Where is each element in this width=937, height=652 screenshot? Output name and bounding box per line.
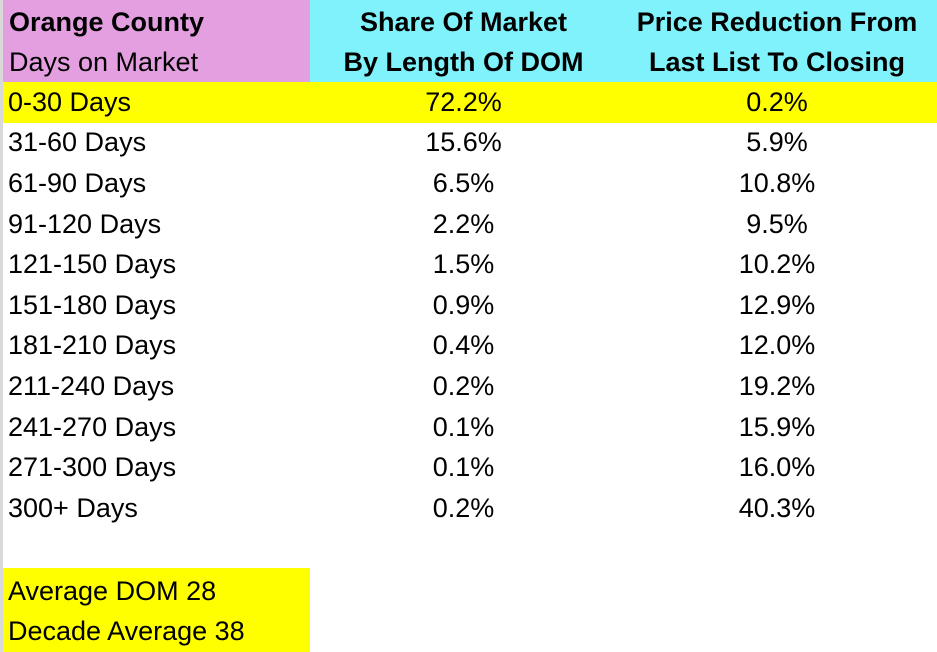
header-price-cell[interactable]: Price Reduction From Last List To Closin…: [617, 0, 937, 82]
decade-average-text: Decade Average 38: [8, 616, 245, 646]
summary-cell[interactable]: Average DOM 28 Decade Average 38: [3, 568, 310, 652]
header-days-cell[interactable]: Orange County Days on Market: [3, 0, 310, 82]
price-reduction-cell: 0.2%: [746, 86, 808, 117]
table-row[interactable]: 151-180 Days 0.9% 12.9%: [3, 285, 937, 326]
days-cell: 151-180 Days: [8, 289, 177, 320]
days-cell: 181-210 Days: [8, 330, 177, 361]
days-cell: 91-120 Days: [8, 208, 162, 239]
share-cell: 0.9%: [432, 289, 495, 320]
days-cell: 241-270 Days: [8, 411, 177, 442]
share-cell: 1.5%: [432, 249, 495, 280]
price-reduction-cell: 12.9%: [738, 289, 816, 320]
days-on-market-label: Days on Market: [9, 47, 199, 77]
share-cell: 0.2%: [432, 492, 495, 523]
share-header-line2: By Length Of DOM: [343, 47, 584, 77]
price-reduction-cell: 16.0%: [738, 452, 816, 483]
table-row[interactable]: 211-240 Days 0.2% 19.2%: [3, 366, 937, 407]
price-reduction-cell: 9.5%: [746, 208, 808, 239]
share-cell: 0.1%: [432, 411, 495, 442]
table-row[interactable]: 300+ Days 0.2% 40.3%: [3, 488, 937, 529]
price-header-line2: Last List To Closing: [649, 47, 905, 77]
share-cell: 6.5%: [432, 167, 495, 198]
days-cell: 121-150 Days: [8, 249, 177, 280]
table-row[interactable]: 241-270 Days 0.1% 15.9%: [3, 407, 937, 448]
price-reduction-cell: 12.0%: [738, 330, 816, 361]
price-header-line1: Price Reduction From: [636, 7, 918, 37]
share-cell: 72.2%: [425, 86, 502, 117]
price-reduction-cell: 15.9%: [738, 411, 816, 442]
price-reduction-cell: 5.9%: [746, 127, 808, 158]
share-cell: 0.2%: [432, 370, 495, 401]
share-cell: 2.2%: [432, 208, 495, 239]
share-header-line1: Share Of Market: [359, 7, 568, 37]
price-reduction-cell: 40.3%: [738, 492, 816, 523]
price-reduction-cell: 10.8%: [738, 167, 816, 198]
price-reduction-cell: 19.2%: [738, 370, 816, 401]
table-row[interactable]: 181-210 Days 0.4% 12.0%: [3, 326, 937, 367]
header-share-cell[interactable]: Share Of Market By Length Of DOM: [310, 0, 617, 82]
average-dom-text: Average DOM 28: [8, 576, 217, 606]
table-row[interactable]: 0-30 Days 72.2% 0.2%: [3, 82, 937, 123]
days-cell: 300+ Days: [8, 492, 138, 523]
table-header: Orange County Days on Market Share Of Ma…: [3, 0, 937, 82]
table-row[interactable]: 31-60 Days 15.6% 5.9%: [3, 123, 937, 164]
days-cell: 0-30 Days: [8, 86, 132, 117]
price-reduction-cell: 10.2%: [738, 249, 816, 280]
days-cell: 31-60 Days: [8, 127, 147, 158]
days-cell: 61-90 Days: [8, 167, 147, 198]
region-title: Orange County: [9, 7, 205, 37]
share-cell: 0.4%: [432, 330, 495, 361]
table-row[interactable]: 271-300 Days 0.1% 16.0%: [3, 447, 937, 488]
days-cell: 271-300 Days: [8, 452, 177, 483]
days-cell: 211-240 Days: [8, 370, 175, 401]
share-cell: 0.1%: [432, 452, 495, 483]
row-header-edge: [0, 0, 3, 652]
table-row[interactable]: 91-120 Days 2.2% 9.5%: [3, 204, 937, 245]
share-cell: 15.6%: [425, 127, 502, 158]
table-body: 0-30 Days 72.2% 0.2% 31-60 Days 15.6% 5.…: [3, 82, 937, 529]
table-row[interactable]: 61-90 Days 6.5% 10.8%: [3, 163, 937, 204]
table-row[interactable]: 121-150 Days 1.5% 10.2%: [3, 244, 937, 285]
